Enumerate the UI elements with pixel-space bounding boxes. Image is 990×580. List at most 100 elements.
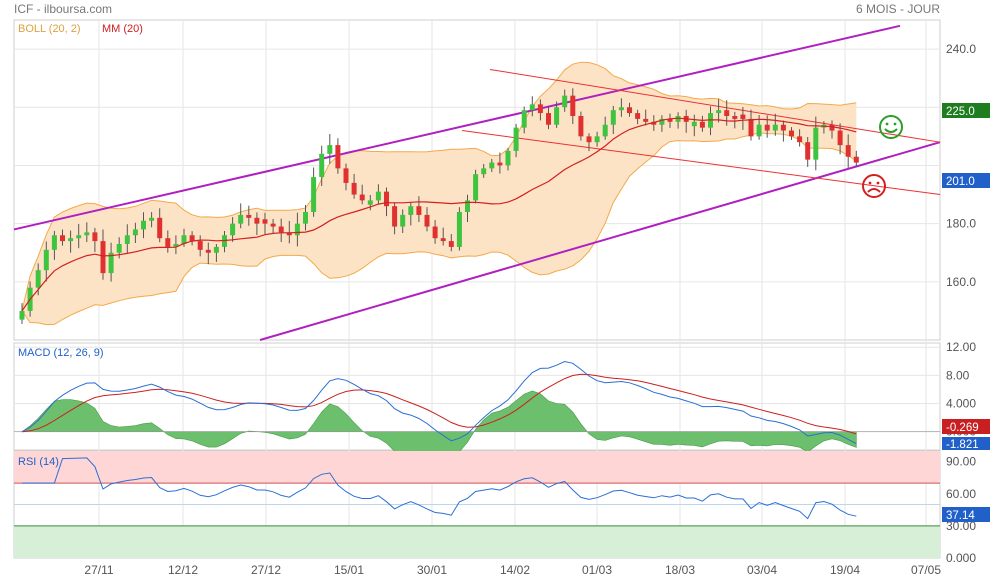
- current-price-badge: 201.0: [942, 173, 990, 188]
- candle-body: [853, 156, 859, 163]
- candle-body: [780, 124, 786, 131]
- candle-body: [756, 124, 762, 137]
- candle-body: [546, 113, 551, 125]
- candle-body: [635, 113, 641, 119]
- candle-body: [278, 226, 284, 233]
- bollinger-bands: [21, 61, 857, 326]
- candle-body: [76, 235, 82, 239]
- candle-body: [521, 110, 527, 128]
- moving-average: [21, 117, 857, 312]
- candle-body: [627, 107, 632, 114]
- candle-body: [262, 219, 268, 224]
- x-tick-label: 27/12: [251, 563, 281, 577]
- macd-line: [21, 360, 857, 445]
- candle-body: [489, 162, 495, 169]
- candle-body: [594, 136, 600, 143]
- rsi-panel: [14, 451, 940, 558]
- y-tick-label: 8.00: [946, 368, 970, 382]
- candle-body: [108, 252, 114, 274]
- x-tick-label: 03/04: [747, 563, 777, 577]
- candle-body: [424, 214, 430, 227]
- x-tick-label: 19/04: [830, 563, 860, 577]
- candle-body: [724, 110, 730, 116]
- candle-body: [837, 130, 843, 146]
- candle-body: [124, 235, 130, 244]
- candle-body: [497, 162, 503, 166]
- downtrend-lower-line: [461, 130, 941, 196]
- candle-body: [740, 114, 746, 119]
- candle-body: [100, 241, 106, 274]
- candle-body: [789, 130, 794, 137]
- candle-body: [473, 174, 479, 201]
- candle-body: [529, 104, 535, 111]
- candle-body: [286, 232, 292, 236]
- candle-body: [238, 214, 244, 224]
- macd-value-badge: -0.269: [942, 419, 990, 434]
- candle-body: [805, 142, 811, 160]
- candle-body: [537, 104, 543, 114]
- candle-body: [651, 121, 657, 125]
- trend-channels: [13, 24, 941, 341]
- x-tick-label: 01/03: [582, 563, 612, 577]
- candle-body: [813, 127, 819, 160]
- y-tick-label: 90.00: [946, 455, 976, 469]
- candle-body: [764, 124, 770, 131]
- macd-panel: [14, 360, 940, 462]
- candle-body: [586, 136, 592, 143]
- axes: 27/11 12/12 27/12 15/01 30/01 14/02 01/03 18/03…: [84, 42, 976, 577]
- candle-body: [335, 145, 341, 169]
- y-tick-label: 160.0: [946, 275, 976, 289]
- candlesticks: [19, 88, 859, 324]
- macd-legend: MACD (12, 26, 9): [18, 347, 104, 359]
- y-tick-label: 240.0: [946, 42, 976, 56]
- y-tick-label: 4.000: [946, 397, 976, 411]
- candle-body: [610, 110, 616, 125]
- y-tick-label: 0.000: [946, 551, 976, 565]
- frown-icon: [862, 174, 886, 198]
- candle-body: [43, 249, 49, 271]
- candle-body: [675, 116, 681, 122]
- y-tick-label: 180.0: [946, 217, 976, 231]
- rsi-value-badge: 37.14: [942, 507, 990, 522]
- candle-body: [157, 217, 163, 239]
- candle-body: [327, 145, 333, 154]
- y-tick-label: 12.00: [946, 340, 976, 354]
- candle-body: [149, 217, 155, 221]
- candle-body: [772, 124, 778, 131]
- upper-value-badge: 225.0: [942, 103, 990, 118]
- candle-body: [716, 110, 722, 114]
- candle-body: [400, 214, 406, 227]
- downtrend-upper-line: [489, 68, 941, 143]
- svg-text:201.0: 201.0: [946, 176, 975, 188]
- candle-body: [432, 226, 438, 239]
- panel-frame: [13, 342, 941, 451]
- candle-body: [375, 191, 381, 201]
- y-tick-label: 30.00: [946, 519, 976, 533]
- candle-body: [303, 212, 308, 224]
- boll-upper-line: [21, 61, 857, 312]
- x-tick-label: 27/11: [84, 563, 113, 577]
- x-tick-label: 15/01: [334, 563, 364, 577]
- candle-body: [456, 212, 462, 247]
- candle-body: [408, 206, 414, 215]
- candle-body: [311, 177, 317, 212]
- candle-body: [465, 200, 470, 212]
- candle-body: [84, 232, 90, 236]
- candle-body: [554, 107, 560, 125]
- candle-body: [359, 194, 365, 201]
- candle-body: [829, 124, 835, 131]
- candle-body: [116, 244, 122, 253]
- rsi-line: [22, 457, 857, 520]
- candle-body: [797, 136, 803, 143]
- rsi-oversold-zone: [14, 525, 940, 558]
- candle-body: [132, 229, 138, 236]
- mm-legend: MM (20): [102, 23, 143, 35]
- svg-text:-0.269: -0.269: [946, 422, 979, 434]
- y-tick-label: 60.00: [946, 487, 976, 501]
- candle-body: [141, 220, 146, 230]
- candle-body: [181, 235, 187, 244]
- candle-body: [294, 223, 300, 236]
- panel-frame: [13, 19, 941, 341]
- candle-body: [60, 235, 65, 242]
